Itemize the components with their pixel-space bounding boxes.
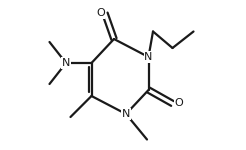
Text: N: N [144, 52, 153, 62]
Text: N: N [122, 109, 130, 119]
Text: N: N [62, 58, 70, 68]
Text: O: O [96, 9, 105, 18]
Text: O: O [174, 99, 183, 108]
